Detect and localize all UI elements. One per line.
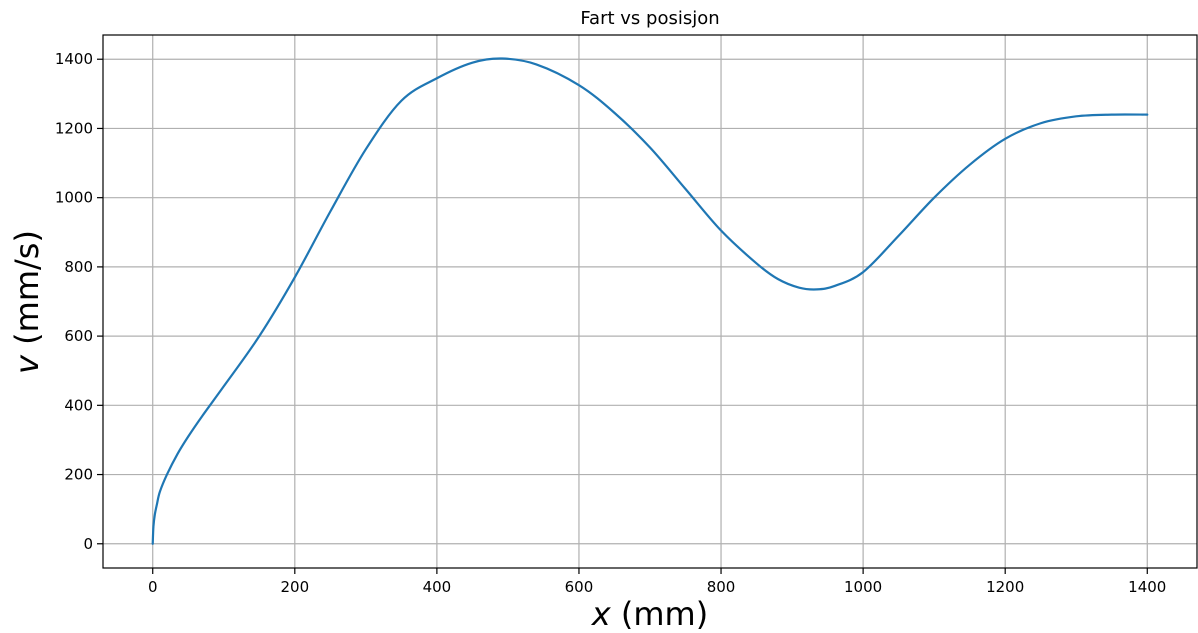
- series-lines: [151, 57, 1149, 545]
- x-tick-label: 400: [423, 578, 452, 596]
- y-tick-label: 1000: [55, 189, 93, 207]
- x-tick-label: 0: [148, 578, 158, 596]
- x-tick-label: 1000: [844, 578, 882, 596]
- y-axis-label-var: v: [8, 354, 46, 374]
- x-tick-label: 800: [707, 578, 736, 596]
- y-axis-label: v (mm/s): [8, 230, 46, 374]
- y-tick-label: 400: [64, 396, 93, 414]
- y-tick-label: 1400: [55, 50, 93, 68]
- x-axis-label-var: x: [591, 595, 612, 633]
- x-tick-label: 600: [565, 578, 594, 596]
- x-tick-label: 1400: [1128, 578, 1166, 596]
- y-tick-label: 1200: [55, 119, 93, 137]
- x-axis-label-unit: (mm): [611, 595, 708, 633]
- y-tick-label: 600: [64, 327, 93, 345]
- chart-title: Fart vs posisjon: [580, 8, 719, 29]
- y-tick-label: 800: [64, 258, 93, 276]
- y-tick-label: 200: [64, 466, 93, 484]
- series-line: [151, 57, 1149, 545]
- x-axis-label: x (mm): [591, 595, 708, 633]
- y-tick-label: 0: [83, 535, 93, 553]
- plot-area-frame: [102, 34, 1198, 569]
- x-tick-label: 200: [280, 578, 309, 596]
- grid-lines: [103, 35, 1197, 568]
- axis-ticks: 0 200 400 600 800 1000 1200 1400 0 200 400 600 800 10…: [55, 50, 1167, 596]
- y-axis-label-unit: (mm/s): [8, 230, 46, 355]
- x-tick-label: 1200: [986, 578, 1024, 596]
